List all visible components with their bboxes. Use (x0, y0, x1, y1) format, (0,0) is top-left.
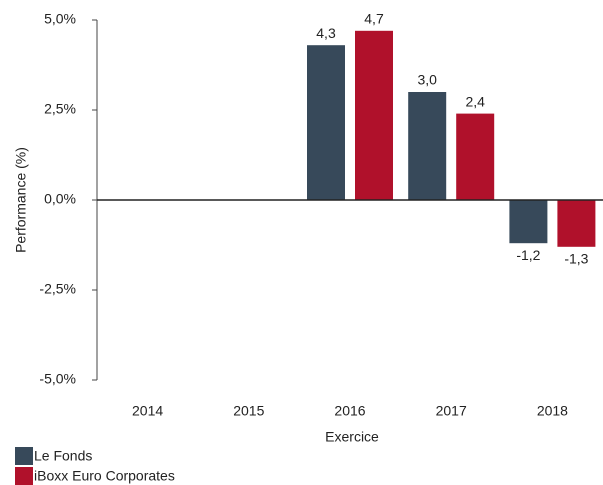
bar (307, 45, 345, 201)
legend-swatch (15, 447, 33, 465)
y-tick-label: 5,0% (44, 11, 76, 27)
value-label: 4,3 (316, 25, 336, 41)
value-label: 4,7 (364, 11, 384, 27)
value-label: 3,0 (417, 72, 437, 88)
y-tick-label: 2,5% (44, 101, 76, 117)
bar (408, 92, 447, 200)
x-tick-label: 2015 (233, 403, 264, 419)
legend-label: Le Fonds (34, 448, 92, 464)
x-tick-label: 2018 (537, 403, 568, 419)
value-label: 2,4 (465, 93, 485, 109)
x-tick-label: 2017 (436, 403, 467, 419)
bar (509, 200, 548, 244)
bar (355, 30, 393, 200)
x-axis-label: Exercice (325, 429, 379, 445)
legend-label: iBoxx Euro Corporates (34, 468, 175, 484)
y-tick-label: -2,5% (39, 281, 76, 297)
legend-swatch (15, 467, 33, 485)
x-tick-label: 2016 (334, 403, 365, 419)
bar (557, 200, 596, 247)
y-tick-label: 0,0% (44, 191, 76, 207)
bar (456, 113, 495, 200)
value-label: -1,3 (564, 251, 588, 267)
y-tick-label: -5,0% (39, 371, 76, 387)
value-label: -1,2 (516, 247, 540, 263)
x-tick-label: 2014 (132, 403, 163, 419)
y-axis-label: Performance (%) (13, 147, 29, 253)
